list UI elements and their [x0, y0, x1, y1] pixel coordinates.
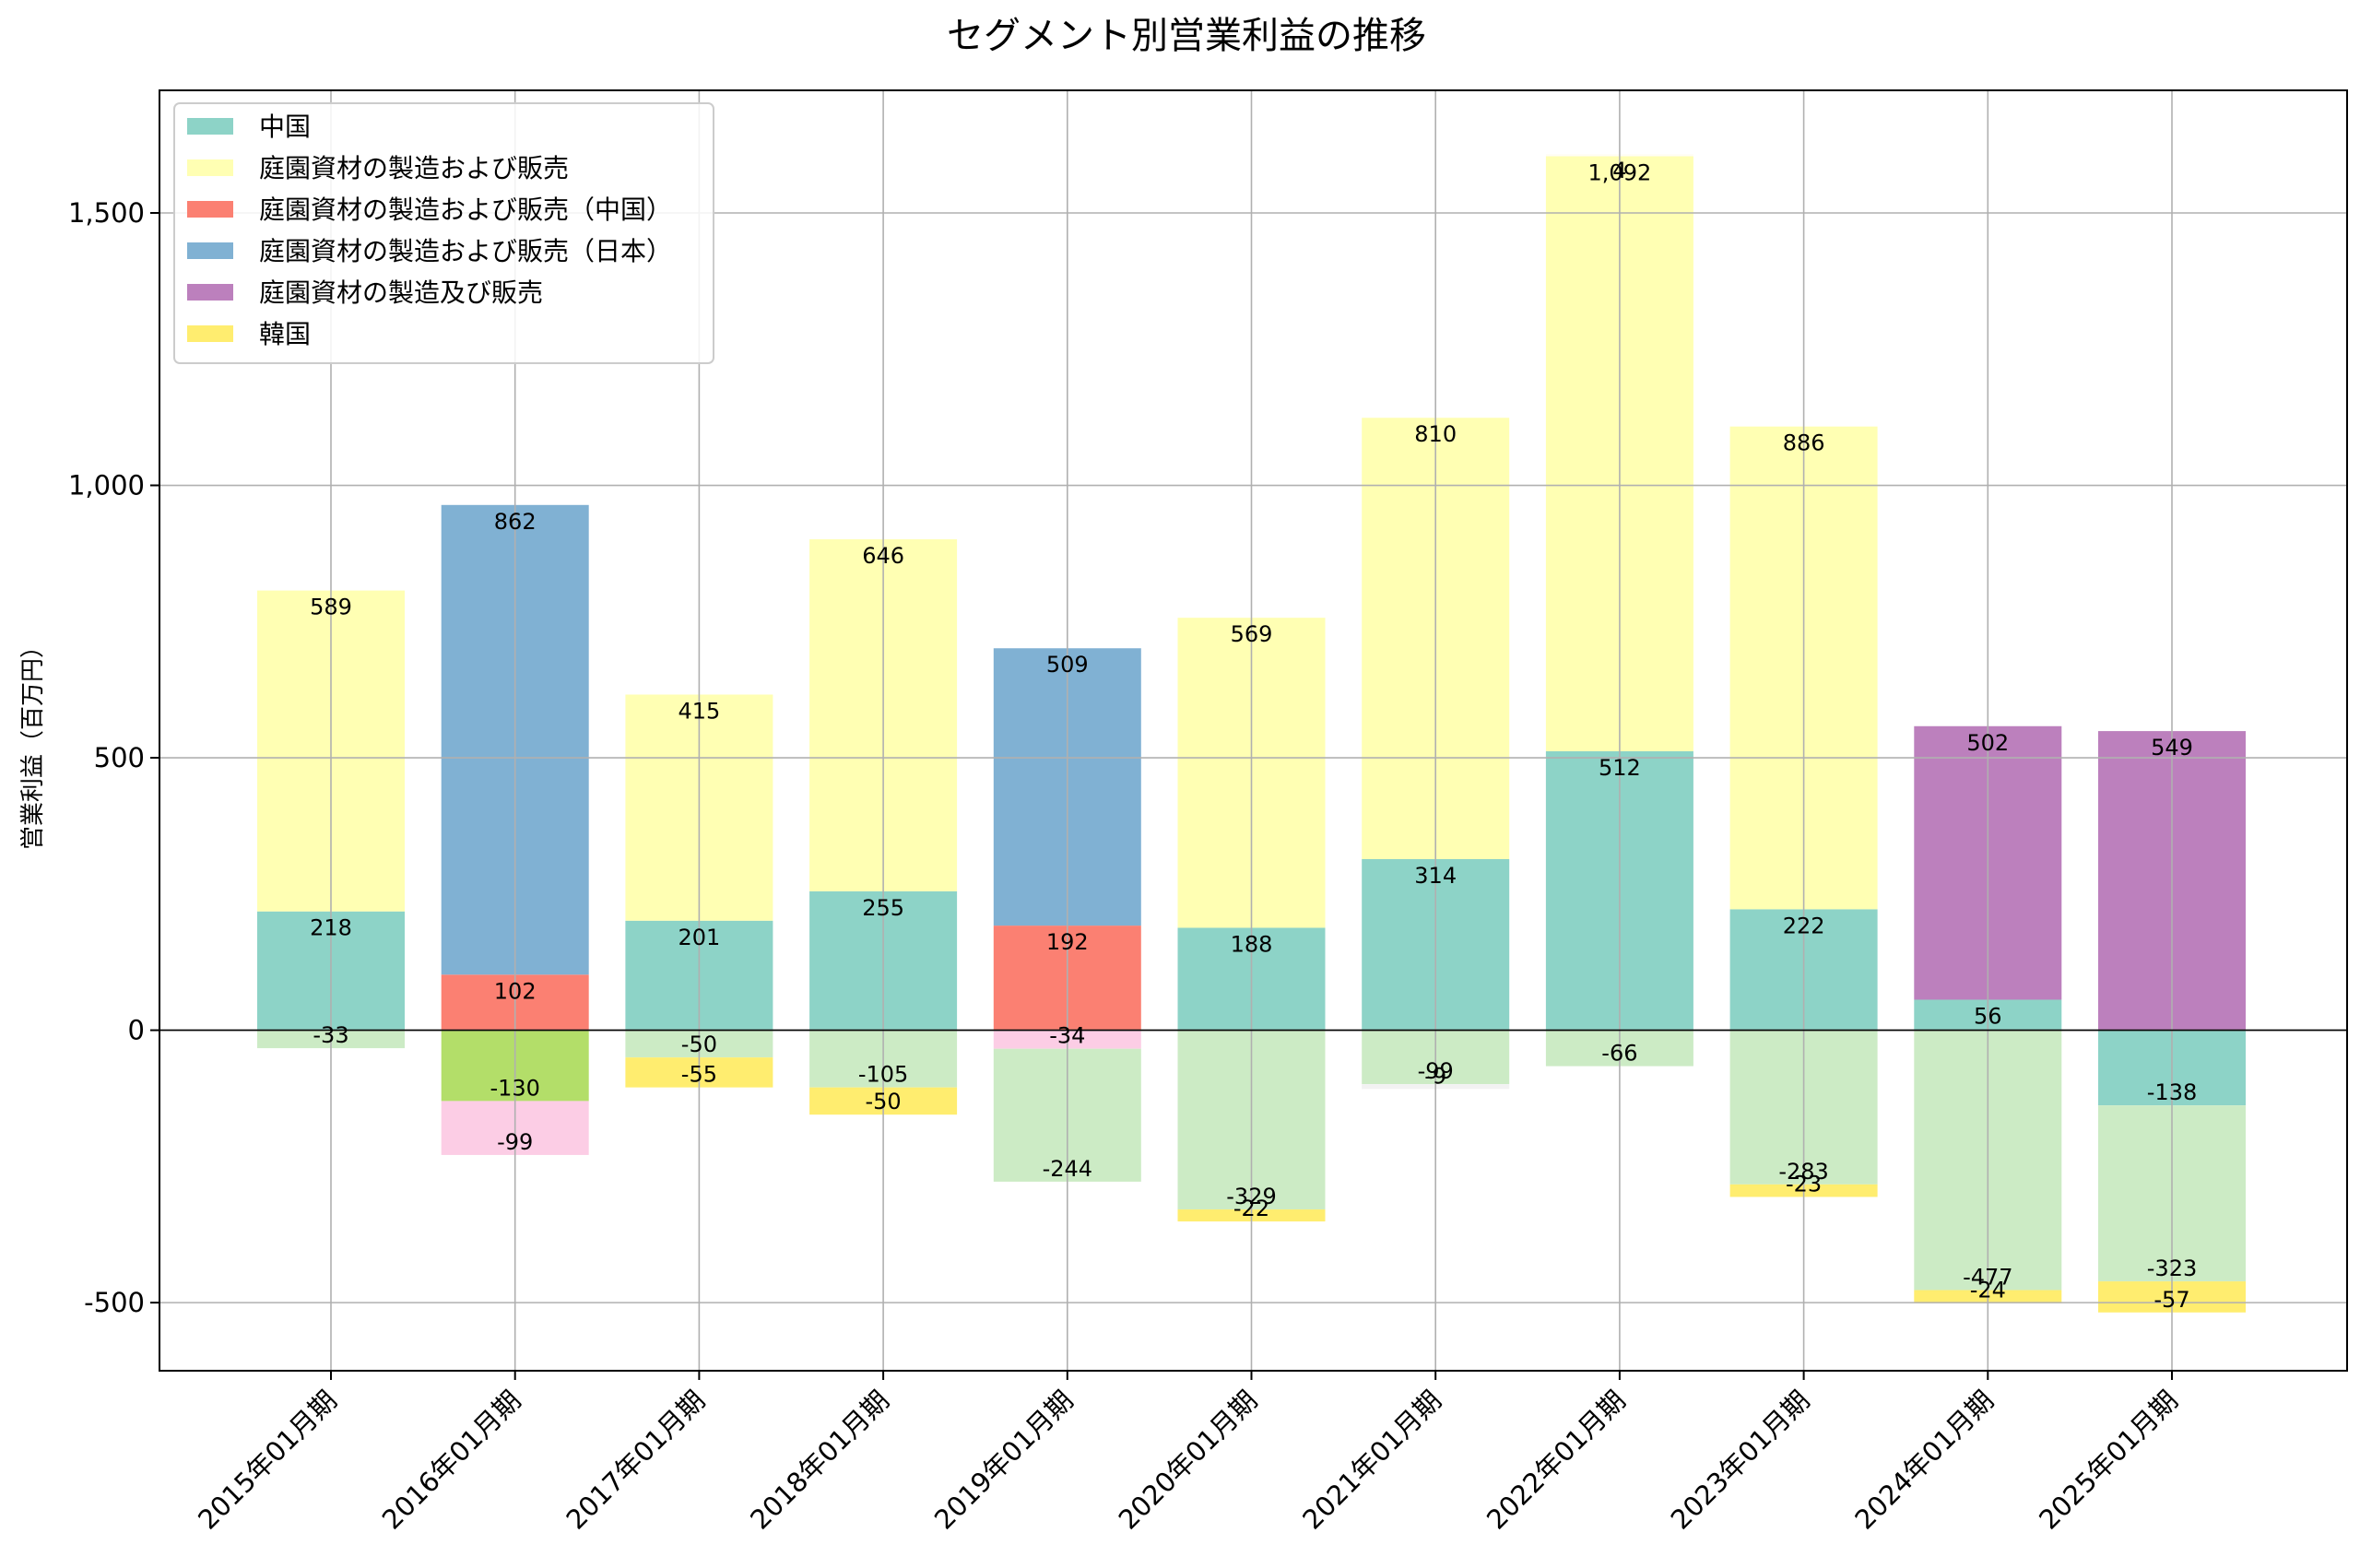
bar-value-label: 102	[494, 978, 537, 1004]
plot-frame	[159, 89, 2348, 1372]
bar-value-label: -50	[681, 1032, 717, 1057]
bar-value-label: 509	[1046, 652, 1089, 678]
bar-value-label: -99	[1418, 1058, 1454, 1084]
bar-value-label: 1,092	[1588, 160, 1652, 186]
legend-label: 庭園資材の製造及び販売	[259, 277, 543, 308]
bar-value-label: 222	[1783, 913, 1825, 938]
legend-label: 中国	[259, 112, 311, 142]
y-tick-label: -500	[84, 1287, 145, 1318]
bar-value-label: -323	[2147, 1256, 2197, 1281]
bar-value-label: 415	[678, 698, 720, 724]
bar-value-label: 201	[678, 925, 720, 950]
bar-value-label: 549	[2151, 735, 2193, 760]
legend-swatch	[187, 159, 233, 176]
bar-value-label: -66	[1601, 1041, 1637, 1067]
bar-value-label: -329	[1226, 1184, 1276, 1209]
bar-value-label: -477	[1963, 1265, 2012, 1291]
bar-value-label: 56	[1974, 1003, 2002, 1029]
bar-value-label: -99	[497, 1129, 533, 1155]
bar-value-label: 255	[862, 895, 904, 921]
bar-value-label: -22	[1233, 1196, 1269, 1221]
legend-label: 庭園資材の製造および販売（日本）	[259, 236, 672, 266]
bar-value-label: 502	[1966, 730, 2009, 756]
bar-value-label: 192	[1046, 929, 1089, 955]
legend-label: 庭園資材の製造および販売（中国）	[259, 195, 672, 225]
bar-value-label: 589	[310, 595, 352, 620]
chart-title: セグメント別営業利益の推移	[947, 15, 1426, 57]
y-axis-label: 営業利益（百万円）	[19, 634, 47, 850]
bar-value-label: 862	[494, 509, 537, 535]
bar-value-label: 314	[1414, 863, 1457, 889]
legend-swatch	[187, 118, 233, 135]
legend-label: 庭園資材の製造および販売	[259, 153, 569, 183]
bar-value-label: 886	[1783, 430, 1825, 456]
y-tick-label: 1,500	[68, 197, 145, 229]
bar-value-label: -55	[681, 1062, 717, 1088]
data-labels: 218 201 255 188 314 512 222 56 -138 589 415 646 569 8…	[310, 158, 2197, 1313]
bar-value-label: -23	[1786, 1171, 1822, 1197]
bar-value-label: 569	[1231, 621, 1273, 647]
legend-label: 韓国	[259, 319, 311, 349]
bar-value-label: 646	[862, 543, 904, 569]
bar-value-label: 188	[1231, 931, 1273, 957]
y-tick-label: 0	[128, 1015, 145, 1046]
y-tick-label: 500	[94, 742, 145, 773]
bar-value-label: -50	[865, 1089, 901, 1114]
bar-value-label: 810	[1414, 421, 1457, 447]
bar-value-label: -9	[1424, 1063, 1446, 1089]
bar-value-label: -283	[1778, 1159, 1828, 1185]
legend-swatch	[187, 325, 233, 342]
bar-value-label: -33	[313, 1022, 348, 1048]
bar-value-label: -105	[858, 1062, 908, 1088]
bar-value-label: -244	[1043, 1156, 1092, 1182]
bar-value-label: 512	[1599, 755, 1641, 781]
legend-swatch	[187, 284, 233, 301]
legend-box	[173, 102, 714, 364]
legend-swatch	[187, 201, 233, 218]
y-tick-label: 1,000	[68, 470, 145, 501]
bar-value-label: -34	[1049, 1023, 1085, 1049]
bar-value-label: -130	[490, 1075, 539, 1101]
bar-value-label: -138	[2147, 1079, 2197, 1105]
bar-value-label: 4	[1612, 158, 1626, 183]
bar-value-label: 218	[310, 915, 352, 941]
bar-value-label: -57	[2154, 1287, 2189, 1313]
bar-value-label: -24	[1970, 1278, 2006, 1303]
legend-swatch	[187, 242, 233, 259]
